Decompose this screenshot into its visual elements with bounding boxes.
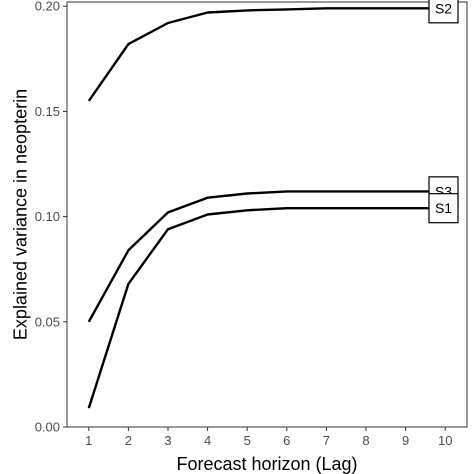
series-line-s2: [87, 7, 446, 102]
x-tick-label: 8: [362, 433, 369, 448]
series-label-s2: S2: [435, 0, 452, 16]
series-label-s1: S1: [435, 200, 452, 216]
x-tick-label: 10: [438, 433, 452, 448]
x-tick-label: 3: [164, 433, 171, 448]
series-label-box-s1: [428, 193, 459, 224]
series-line-s1: [87, 206, 446, 409]
y-axis-title: Explained variance in neopterin: [10, 89, 30, 340]
plot-border: [66, 1, 468, 428]
x-tick-label: 4: [204, 433, 211, 448]
y-tick-label: 0.10: [35, 209, 60, 224]
x-tick-label: 5: [244, 433, 251, 448]
x-tick-label: 7: [323, 433, 330, 448]
x-tick-label: 9: [402, 433, 409, 448]
x-tick-label: 1: [85, 433, 92, 448]
x-axis-title: Forecast horizon (Lag): [176, 454, 357, 474]
x-tick-label: 2: [125, 433, 132, 448]
y-tick-label: 0.15: [35, 104, 60, 119]
y-tick-label: 0.00: [35, 420, 60, 435]
x-tick-label: 6: [283, 433, 290, 448]
series-line-s3: [87, 190, 446, 323]
series-label-box-s2: [428, 0, 459, 24]
y-tick-label: 0.05: [35, 314, 60, 329]
y-tick-label: 0.20: [35, 0, 60, 14]
